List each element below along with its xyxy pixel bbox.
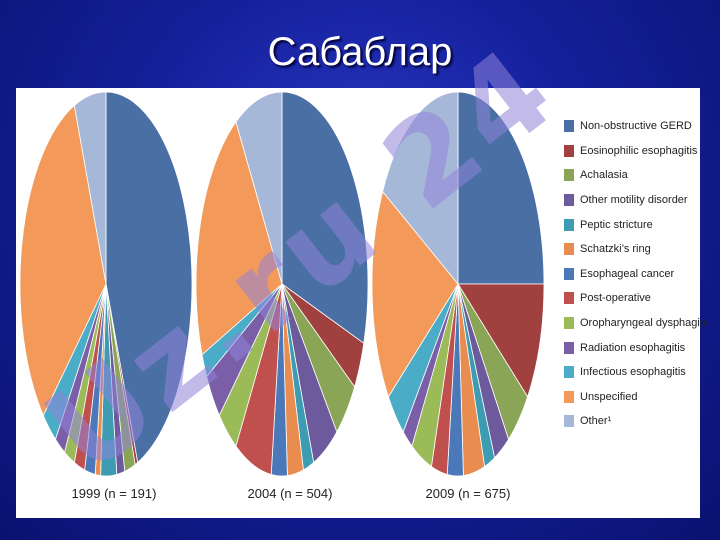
pie-slice xyxy=(382,91,459,286)
legend-item: Radiation esophagitis xyxy=(564,335,700,360)
legend-label: Unspecified xyxy=(580,390,638,403)
legend-swatch xyxy=(564,243,574,256)
pie-caption-2009: 2009 (n = 675) xyxy=(425,486,511,501)
legend-item: Infectious esophagitis xyxy=(564,360,700,385)
pie-charts xyxy=(19,91,545,477)
legend-label: Post-operative xyxy=(580,292,651,305)
pie-caption-2004: 2004 (n = 504) xyxy=(247,486,333,501)
legend-swatch xyxy=(564,194,574,207)
legend-swatch xyxy=(564,341,574,354)
legend-label: Esophageal cancer xyxy=(580,267,675,280)
legend-swatch xyxy=(564,292,574,305)
legend-swatch xyxy=(564,218,574,231)
pie-slice xyxy=(457,91,545,285)
pie-slice xyxy=(457,283,545,398)
legend-item: Achalasia xyxy=(564,163,700,188)
pie-slice xyxy=(105,91,193,464)
pie-slice xyxy=(19,104,107,417)
legend-label: Oropharyngeal dysphagia xyxy=(580,317,706,330)
legend-item: Unspecified xyxy=(564,385,700,410)
legend-label: Other motility disorder xyxy=(580,194,688,207)
legend-item: Non-obstructive GERD xyxy=(564,114,700,139)
legend-label: Achalasia xyxy=(580,169,628,182)
legend-item: Schatzki’s ring xyxy=(564,237,700,262)
legend: Non-obstructive GERD Eosinophilic esophag… xyxy=(564,114,706,434)
legend-swatch xyxy=(564,267,574,280)
legend-swatch xyxy=(564,169,574,182)
pie-slice xyxy=(195,120,283,356)
legend-label: Radiation esophagitis xyxy=(580,341,686,354)
legend-item: Esophageal cancer xyxy=(564,262,700,287)
legend-item: Other¹ xyxy=(564,409,700,434)
legend-swatch xyxy=(564,144,574,157)
slide-title: Сабаблар xyxy=(267,30,453,74)
pie-slice xyxy=(281,91,369,345)
legend-swatch xyxy=(564,390,574,403)
legend-item: Other motility disorder xyxy=(564,188,700,213)
legend-label: Other¹ xyxy=(580,415,612,428)
legend-label: Schatzki’s ring xyxy=(580,243,651,256)
legend-label: Infectious esophagitis xyxy=(580,366,686,379)
legend-item: Peptic stricture xyxy=(564,212,700,237)
legend-item: Oropharyngeal dysphagia xyxy=(564,311,706,336)
legend-swatch xyxy=(564,317,574,330)
legend-swatch xyxy=(564,120,574,133)
legend-item: Post-operative xyxy=(564,286,700,311)
pie-slice xyxy=(235,91,283,285)
pie-caption-1999: 1999 (n = 191) xyxy=(71,486,157,501)
legend-label: Peptic stricture xyxy=(580,218,653,231)
pie-slice xyxy=(371,190,459,398)
legend-label: Eosinophilic esophagitis xyxy=(580,144,698,157)
legend-item: Eosinophilic esophagitis xyxy=(564,139,700,164)
legend-swatch xyxy=(564,366,574,379)
chart-figure: 1999 (n = 191) 2004 (n = 504) 2009 (n = … xyxy=(16,88,706,518)
legend-label: Non-obstructive GERD xyxy=(580,120,692,133)
legend-swatch xyxy=(564,415,574,428)
pie-slice xyxy=(73,91,107,285)
